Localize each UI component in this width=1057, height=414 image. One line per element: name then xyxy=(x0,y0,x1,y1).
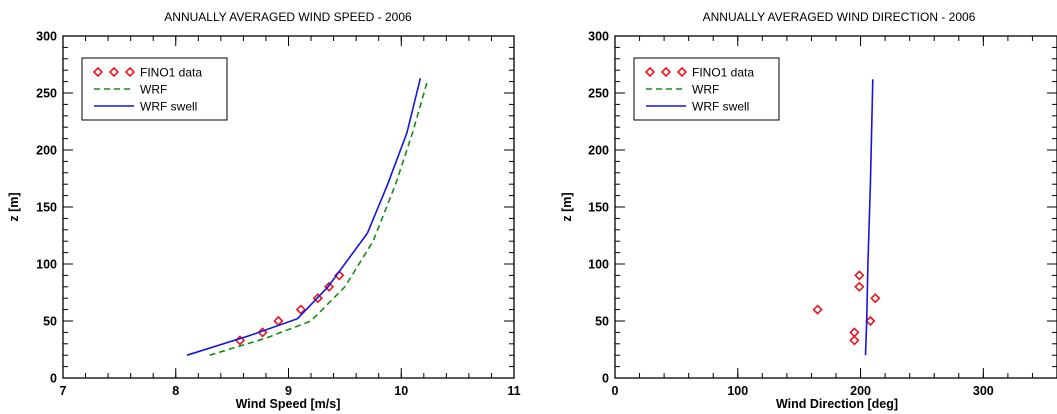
y-tick-label: 100 xyxy=(588,258,609,272)
y-tick-label: 250 xyxy=(588,87,609,101)
y-tick-label: 0 xyxy=(602,372,609,386)
legend-label: WRF swell xyxy=(140,100,197,114)
series-wrf-line xyxy=(209,81,428,356)
y-tick-label: 150 xyxy=(36,201,57,215)
data-point xyxy=(849,327,860,338)
legend-label: WRF swell xyxy=(692,100,749,114)
series-wrf-swell-line xyxy=(186,78,422,356)
y-tick-label: 250 xyxy=(36,87,57,101)
series-wrf-swell-line xyxy=(864,79,874,356)
legend: FINO1 data WRF WRF swell xyxy=(81,57,228,121)
y-tick-label: 100 xyxy=(36,258,57,272)
chart-panel-2: ANNUALLY AVERAGED WIND DIRECTION - 2006 0… xyxy=(560,10,1057,411)
y-tick-label: 150 xyxy=(588,201,609,215)
chart-panel-1: ANNUALLY AVERAGED WIND SPEED - 2006 7 8 9 10… xyxy=(7,10,521,411)
x-tick-label: 200 xyxy=(850,384,871,398)
series-fino1-markers xyxy=(812,270,881,346)
legend-marker xyxy=(676,66,688,78)
series-fino1-markers xyxy=(234,270,345,346)
y-tick-label: 300 xyxy=(36,30,57,44)
x-tick-label: 10 xyxy=(394,384,408,398)
data-point xyxy=(865,315,876,327)
x-tick-label: 300 xyxy=(973,384,994,398)
data-point xyxy=(854,281,865,292)
legend-marker xyxy=(124,66,136,78)
chart-title: ANNUALLY AVERAGED WIND SPEED - 2006 xyxy=(164,10,412,24)
legend-label: WRF xyxy=(140,83,167,97)
tick-marks xyxy=(614,35,1057,379)
data-point xyxy=(870,293,881,304)
legend: FINO1 data WRF WRF swell xyxy=(633,57,780,121)
x-axis-label: Wind Direction [deg] xyxy=(776,397,898,411)
tick-marks xyxy=(62,35,515,379)
y-axis-label: z [m] xyxy=(7,192,21,221)
y-axis-label: z [m] xyxy=(560,192,574,221)
x-tick-label: 11 xyxy=(507,384,520,398)
chart-title: ANNUALLY AVERAGED WIND DIRECTION - 2006 xyxy=(703,10,976,24)
data-point xyxy=(323,281,335,292)
x-tick-label: 100 xyxy=(727,384,748,398)
data-point xyxy=(312,293,323,304)
x-tick-label: 7 xyxy=(60,384,67,398)
data-point xyxy=(257,327,268,338)
legend-label: WRF xyxy=(692,83,719,97)
legend-marker xyxy=(660,66,672,78)
data-point xyxy=(295,304,307,315)
legend-marker xyxy=(108,66,120,78)
y-tick-label: 50 xyxy=(595,315,609,329)
x-axis-label: Wind Speed [m/s] xyxy=(236,397,341,411)
y-tick-label: 300 xyxy=(588,30,609,44)
y-tick-label: 50 xyxy=(43,315,57,329)
legend-label: FINO1 data xyxy=(692,66,754,80)
x-tick-label: 8 xyxy=(172,384,179,398)
y-tick-label: 0 xyxy=(50,372,57,386)
x-tick-label: 0 xyxy=(612,384,619,398)
data-point xyxy=(812,304,823,315)
data-point xyxy=(854,270,865,281)
data-point xyxy=(849,335,860,346)
x-tick-label: 9 xyxy=(285,384,292,398)
y-tick-label: 200 xyxy=(588,144,609,158)
y-tick-label: 200 xyxy=(36,144,57,158)
legend-marker xyxy=(92,66,104,78)
legend-label: FINO1 data xyxy=(140,66,202,80)
legend-marker xyxy=(644,66,656,78)
